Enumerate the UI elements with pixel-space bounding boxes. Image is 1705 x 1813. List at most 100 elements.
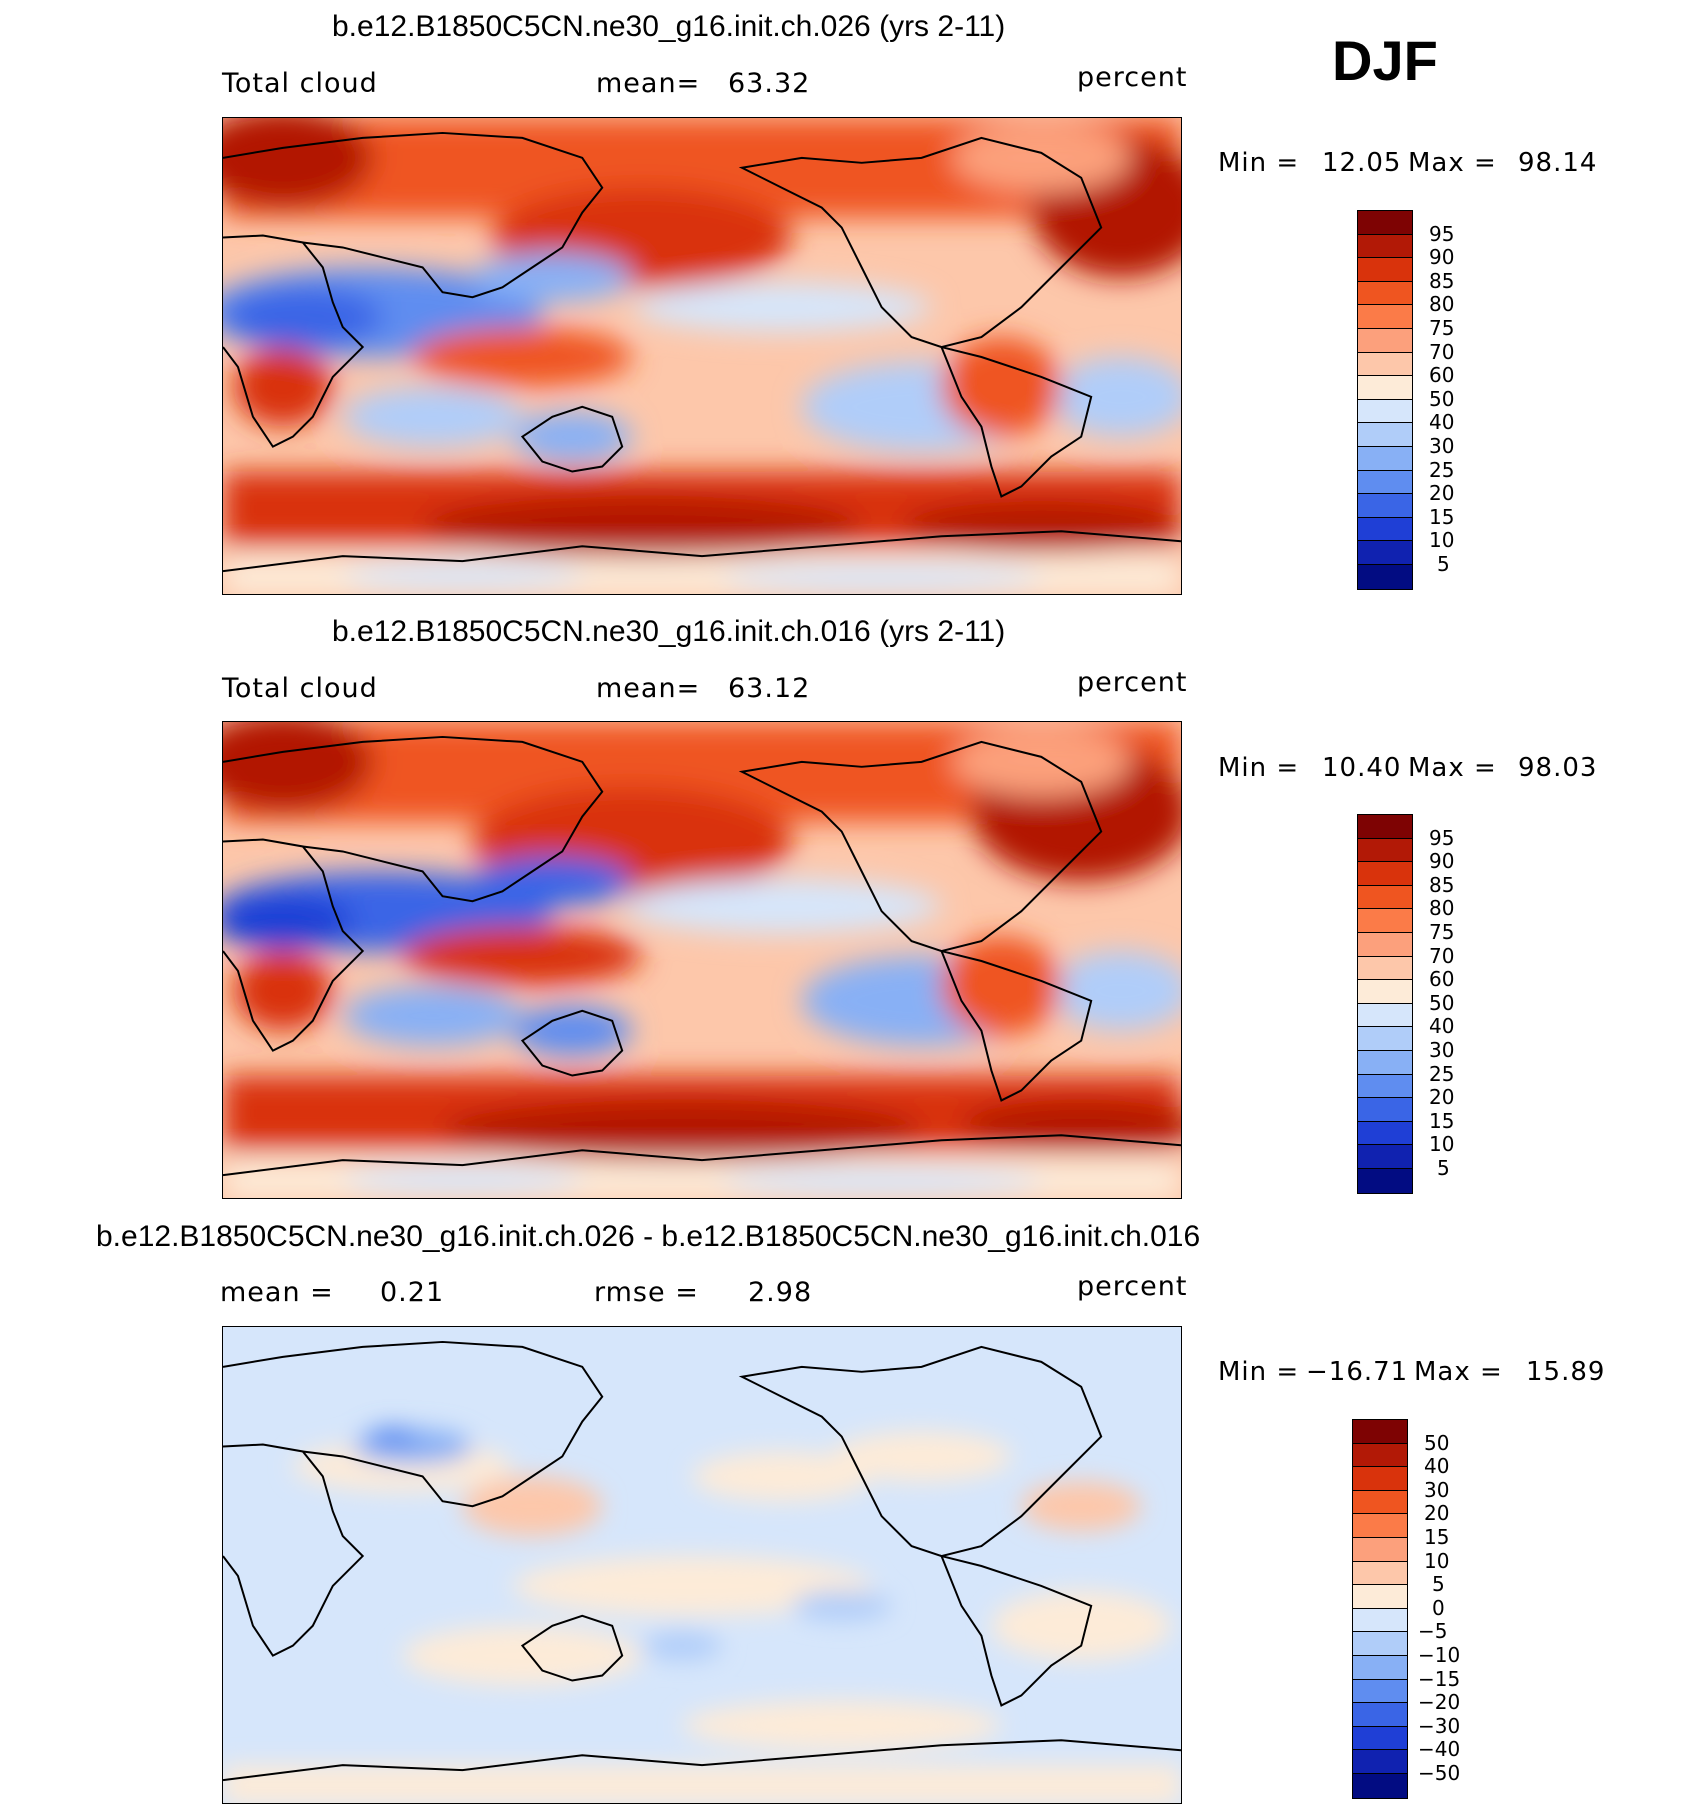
min-label: Min = — [1218, 753, 1300, 783]
colorbar-swatch — [1353, 1561, 1407, 1586]
colorbar-level-label: 60 — [1429, 967, 1455, 992]
mean-label: mean= — [596, 68, 701, 99]
colorbar-swatch — [1358, 352, 1412, 377]
colorbar-level-label: 40 — [1429, 1014, 1455, 1039]
min-label: Min = — [1218, 1357, 1300, 1387]
map-diff — [222, 1326, 1182, 1804]
colorbar-swatch — [1353, 1537, 1407, 1562]
colorbar-level-label: 5 — [1437, 552, 1450, 576]
colorbar-swatch — [1358, 980, 1412, 1004]
colorbar-level-label: 30 — [1429, 434, 1455, 458]
colorbar-case2 — [1357, 814, 1413, 1194]
colorbar-level-label: 5 — [1432, 1572, 1445, 1597]
panel-title: b.e12.B1850C5CN.ne30_g16.init.ch.016 (yr… — [332, 615, 1006, 648]
rmse-value: 2.98 — [748, 1277, 813, 1308]
colorbar-swatch — [1358, 376, 1412, 400]
season-label: DJF — [1332, 29, 1438, 92]
colorbar-swatch — [1353, 1703, 1407, 1727]
units-label: percent — [1077, 1271, 1188, 1302]
colorbar-swatch — [1358, 909, 1412, 933]
variable-label: Total cloud — [222, 68, 378, 99]
min-label: Min = — [1218, 148, 1300, 178]
colorbar-swatch — [1353, 1514, 1407, 1538]
colorbar-level-label: 95 — [1429, 825, 1455, 850]
colorbar-level-label: 40 — [1424, 1454, 1450, 1479]
colorbar-level-label: 90 — [1429, 849, 1455, 874]
colorbar-level-label: 85 — [1429, 268, 1455, 293]
colorbar-level-label: 50 — [1424, 1430, 1450, 1455]
colorbar-level-label: 20 — [1429, 481, 1455, 506]
colorbar-swatch — [1358, 281, 1412, 306]
colorbar-swatch — [1358, 328, 1412, 353]
colorbar-level-label: 10 — [1429, 1132, 1455, 1157]
colorbar-swatch — [1353, 1773, 1407, 1798]
max-value: 15.89 — [1526, 1357, 1606, 1387]
colorbar-level-label: 95 — [1429, 221, 1455, 246]
colorbar-swatch — [1353, 1467, 1407, 1491]
colorbar-swatch — [1358, 258, 1412, 282]
colorbar-case1 — [1357, 210, 1413, 590]
mean-label: mean = — [220, 1277, 334, 1308]
min-value: −16.71 — [1306, 1357, 1409, 1387]
colorbar-swatch — [1353, 1420, 1407, 1444]
max-value: 98.03 — [1518, 753, 1598, 783]
colorbar-level-label: 90 — [1429, 245, 1455, 270]
colorbar-level-label: 70 — [1429, 339, 1455, 364]
colorbar-swatch — [1353, 1655, 1407, 1680]
colorbar-swatch — [1358, 470, 1412, 495]
colorbar-level-label: 80 — [1429, 292, 1455, 317]
min-value: 12.05 — [1322, 148, 1402, 178]
mean-value: 63.12 — [728, 673, 811, 704]
colorbar-level-label: 80 — [1429, 896, 1455, 921]
colorbar-level-label: 25 — [1429, 1061, 1455, 1086]
colorbar-swatch — [1358, 862, 1412, 886]
colorbar-swatch — [1358, 1050, 1412, 1075]
colorbar-swatch — [1353, 1726, 1407, 1751]
colorbar-swatch — [1353, 1608, 1407, 1633]
colorbar-swatch — [1358, 1121, 1412, 1146]
colorbar-swatch — [1358, 1027, 1412, 1051]
colorbar-level-label: 85 — [1429, 872, 1455, 897]
colorbar-swatch — [1358, 1168, 1412, 1193]
colorbar-level-label: −15 — [1418, 1666, 1461, 1691]
max-value: 98.14 — [1518, 148, 1598, 178]
colorbar-swatch — [1358, 446, 1412, 471]
colorbar-swatch — [1353, 1750, 1407, 1774]
colorbar-swatch — [1358, 517, 1412, 542]
colorbar-swatch — [1358, 956, 1412, 981]
colorbar-level-label: 40 — [1429, 410, 1455, 435]
colorbar-level-label: 25 — [1429, 457, 1455, 482]
mean-value: 63.32 — [728, 68, 811, 99]
variable-label: Total cloud — [222, 673, 378, 704]
colorbar-level-label: 15 — [1429, 504, 1455, 529]
colorbar-swatch — [1353, 1443, 1407, 1468]
max-label: Max = — [1414, 1357, 1503, 1387]
map-case2 — [222, 721, 1182, 1199]
colorbar-swatch — [1358, 541, 1412, 565]
units-label: percent — [1077, 667, 1188, 698]
colorbar-swatch — [1353, 1632, 1407, 1656]
colorbar-level-label: 10 — [1429, 528, 1455, 553]
colorbar-level-label: 5 — [1437, 1156, 1450, 1180]
colorbar-swatch — [1358, 305, 1412, 329]
panel-title: b.e12.B1850C5CN.ne30_g16.init.ch.026 - b… — [96, 1220, 1201, 1253]
mean-label: mean= — [596, 673, 701, 704]
colorbar-swatch — [1358, 1098, 1412, 1122]
coastline-icon — [223, 735, 1181, 1177]
mean-value: 0.21 — [380, 1277, 445, 1308]
colorbar-swatch — [1358, 932, 1412, 957]
colorbar-level-label: 10 — [1424, 1548, 1450, 1573]
colorbar-level-label: 75 — [1429, 316, 1455, 340]
colorbar-level-label: 60 — [1429, 363, 1455, 388]
colorbar-swatch — [1358, 399, 1412, 424]
max-label: Max = — [1408, 753, 1497, 783]
colorbar-swatch — [1353, 1585, 1407, 1609]
colorbar-level-label: 70 — [1429, 943, 1455, 968]
colorbar-level-label: 15 — [1429, 1108, 1455, 1133]
colorbar-level-label: −50 — [1418, 1761, 1461, 1785]
colorbar-level-label: 75 — [1429, 920, 1455, 944]
colorbar-level-label: 30 — [1429, 1038, 1455, 1062]
colorbar-swatch — [1358, 1145, 1412, 1169]
colorbar-level-label: −5 — [1418, 1619, 1448, 1644]
colorbar-level-label: 0 — [1432, 1595, 1445, 1620]
